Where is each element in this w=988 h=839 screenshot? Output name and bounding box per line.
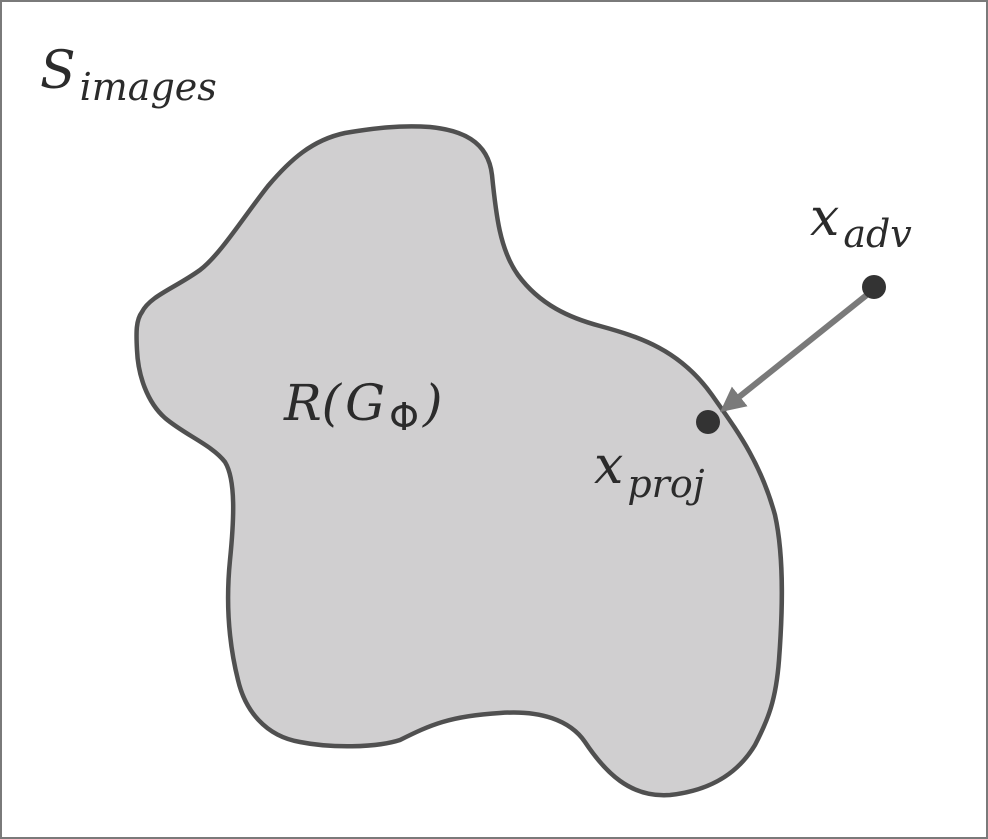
generator-symbol: G	[345, 374, 385, 432]
range-suffix: )	[422, 374, 443, 432]
image-space-label: S images	[40, 41, 217, 109]
generator-range-region	[134, 124, 785, 798]
adversarial-point-label: x adv	[810, 188, 912, 256]
generator-range-label: R( G Φ )	[283, 374, 443, 439]
image-space-subscript: images	[80, 65, 217, 109]
projection-arrow	[720, 291, 870, 413]
projected-point	[696, 410, 720, 434]
projected-symbol: x	[594, 436, 623, 496]
image-space-symbol: S	[40, 41, 76, 101]
projected-point-label: x proj	[594, 436, 705, 506]
generator-subscript: Φ	[389, 395, 419, 439]
projected-subscript: proj	[627, 462, 704, 506]
adversarial-symbol: x	[810, 188, 839, 248]
range-prefix: R(	[283, 374, 343, 432]
adversarial-point	[862, 275, 886, 299]
adversarial-subscript: adv	[843, 212, 912, 256]
